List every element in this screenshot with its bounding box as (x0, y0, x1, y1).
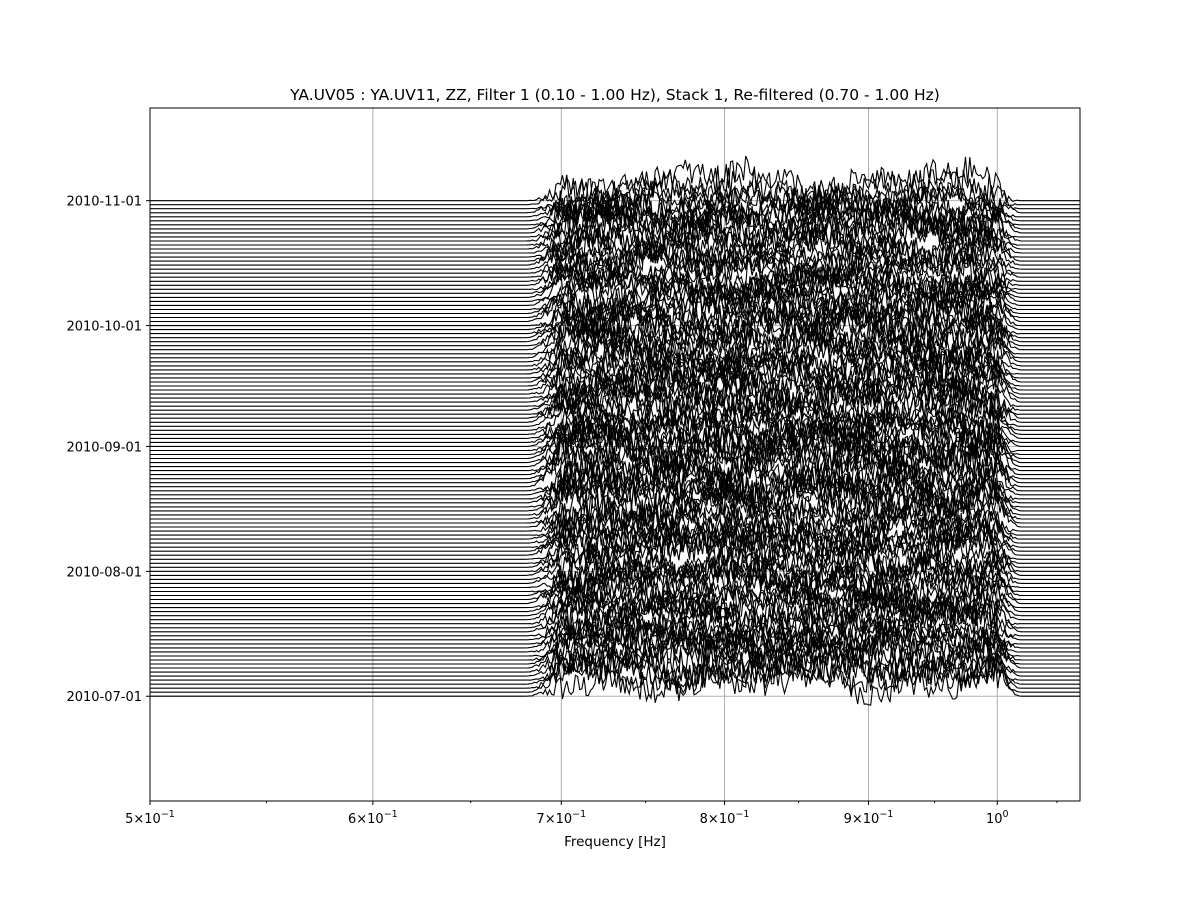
trace-line (150, 362, 1080, 413)
trace-line (150, 398, 1080, 446)
x-axis: 5×10−1 6×10−1 7×10−1 8×10−1 9×10−1 100 (125, 801, 1058, 827)
x-tick-label: 5×10−1 (125, 809, 175, 827)
trace-line (150, 508, 1080, 555)
x-axis-label: Frequency [Hz] (564, 834, 666, 850)
trace-line (150, 156, 1080, 210)
y-tick-label: 2010-11-01 (66, 195, 142, 210)
trace-line (150, 316, 1080, 372)
y-tick-label: 2010-07-01 (66, 690, 142, 705)
y-tick-label: 2010-10-01 (66, 320, 142, 335)
x-tick-label: 9×10−1 (844, 809, 894, 827)
trace-line (150, 556, 1080, 600)
y-axis: 2010-07-01 2010-08-01 2010-09-01 2010-10-01… (66, 195, 150, 705)
trace-line (150, 627, 1080, 663)
trace-line (150, 541, 1080, 594)
trace-line (150, 482, 1080, 533)
trace-line (150, 495, 1080, 540)
trace-lines (150, 155, 1080, 706)
trace-line (150, 278, 1080, 326)
trace-line (150, 416, 1080, 475)
chart-title: YA.UV05 : YA.UV11, ZZ, Filter 1 (0.10 - … (289, 86, 940, 104)
trace-line (150, 256, 1080, 298)
trace-line (150, 243, 1080, 287)
trace-line (150, 308, 1080, 354)
trace-line (150, 316, 1080, 377)
x-tick-label: 7×10−1 (536, 809, 586, 827)
trace-line (150, 269, 1080, 318)
trace-line (150, 441, 1080, 502)
trace-line (150, 168, 1080, 215)
y-tick-label: 2010-09-01 (66, 440, 142, 455)
plot-frame (149, 107, 1081, 802)
x-tick-label: 8×10−1 (700, 809, 750, 827)
trace-line (150, 517, 1080, 580)
trace-line (150, 431, 1080, 494)
trace-line (150, 293, 1080, 348)
trace-line (150, 260, 1080, 300)
x-tick-label: 6×10−1 (348, 809, 398, 827)
trace-line (150, 409, 1080, 475)
y-tick-label: 2010-08-01 (66, 565, 142, 580)
x-tick-label: 100 (986, 809, 1009, 827)
trace-line (150, 573, 1080, 621)
trace-line (150, 599, 1080, 664)
trace-line (150, 614, 1080, 650)
